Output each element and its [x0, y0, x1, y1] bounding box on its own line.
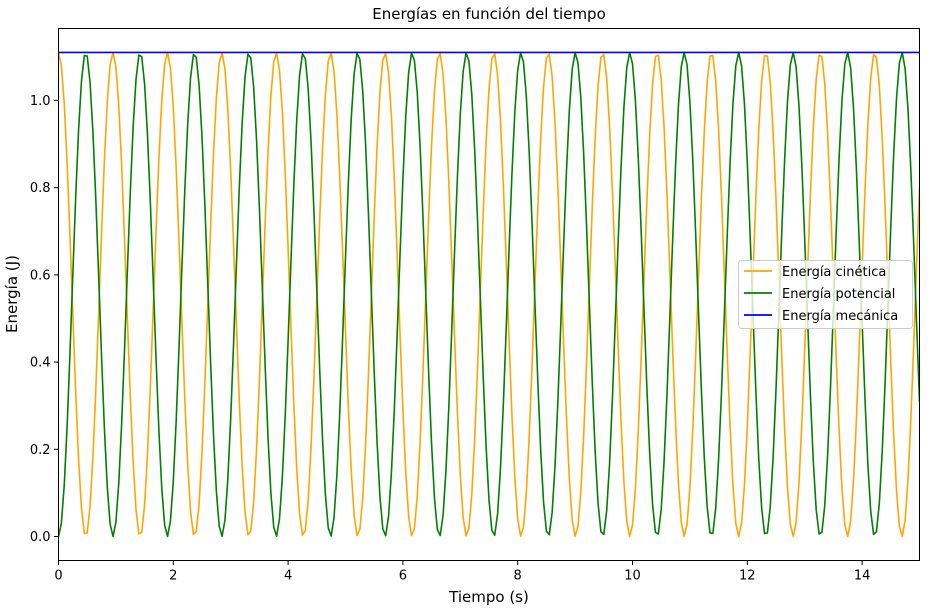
x-tick-label: 10 [624, 569, 641, 584]
legend-label-3: Energía mecánica [782, 309, 898, 324]
x-tick-label: 12 [739, 569, 756, 584]
series-line-1 [58, 51, 920, 538]
plot-frame [58, 28, 920, 561]
x-tick-label: 0 [54, 569, 62, 584]
x-tick-label: 14 [854, 569, 871, 584]
chart-title: Energías en función del tiempo [372, 5, 606, 23]
y-axis-title: Energía (J) [3, 255, 21, 333]
legend-frame [738, 260, 913, 329]
series-line-2 [58, 51, 920, 538]
x-axis-title: Tiempo (s) [448, 588, 529, 606]
x-tick-label: 8 [514, 569, 522, 584]
x-tick-label: 6 [399, 569, 407, 584]
y-tick-label: 0.4 [30, 356, 51, 371]
y-tick-label: 0.2 [30, 443, 51, 458]
y-tick-label: 0.8 [30, 181, 51, 196]
x-axis: 0 2 4 6 8 10 12 14 [54, 560, 871, 584]
y-tick-label: 0.6 [30, 268, 51, 283]
legend-label-1: Energía cinética [782, 265, 886, 280]
y-tick-label: 1.0 [30, 94, 51, 109]
legend: Energía cinética Energía potencial Energía… [738, 260, 913, 329]
legend-label-2: Energía potencial [782, 287, 895, 302]
y-axis: 0.0 0.2 0.4 0.6 0.8 1.0 [30, 94, 59, 545]
x-tick-label: 2 [169, 569, 177, 584]
y-tick-label: 0.0 [30, 530, 51, 545]
x-tick-label: 4 [284, 569, 292, 584]
series-layer [58, 51, 920, 538]
